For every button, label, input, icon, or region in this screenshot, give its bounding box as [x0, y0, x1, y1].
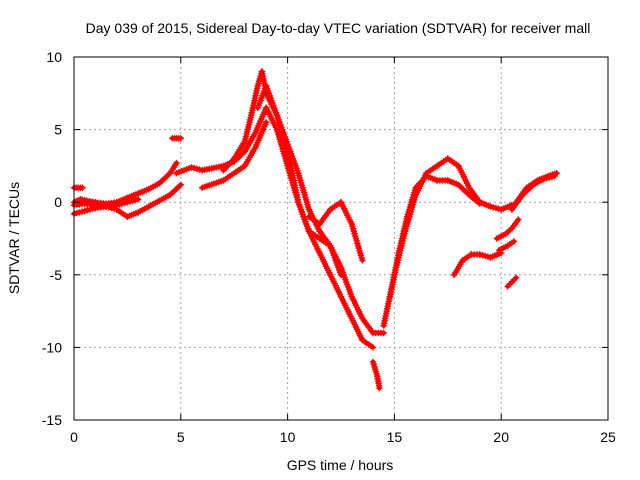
- data-point: [376, 384, 383, 392]
- data-point: [177, 181, 184, 188]
- grid: [74, 57, 608, 420]
- y-axis-label: SDTVAR / TECUs: [6, 182, 22, 294]
- data-point: [369, 344, 377, 351]
- series-arc-dip-outlier: [369, 358, 383, 392]
- series-arc-20h-outlier: [504, 274, 520, 290]
- series-arc-6h-low: [199, 119, 270, 191]
- series-arc-18h-low: [451, 249, 505, 278]
- x-tick-label: 15: [387, 429, 403, 445]
- data-point: [476, 200, 483, 207]
- x-tick-label: 5: [177, 429, 185, 445]
- series-arc-5h-dash: [169, 135, 184, 142]
- y-tick-label: 0: [54, 194, 62, 210]
- data-point: [173, 159, 180, 167]
- series-arc-late-2: [513, 170, 560, 206]
- data-point: [177, 135, 184, 142]
- chart-title: Day 039 of 2015, Sidereal Day-to-day VTE…: [86, 20, 591, 36]
- series-arc-11h-loop: [305, 199, 366, 264]
- data-point: [359, 257, 366, 264]
- series-arc-early-flat: [70, 196, 142, 210]
- x-tick-label: 0: [70, 429, 78, 445]
- y-tick-label: -15: [42, 412, 62, 428]
- series-arc-recovery-2: [386, 172, 483, 300]
- x-axis-label: GPS time / hours: [287, 457, 394, 473]
- x-tick-label: 25: [600, 429, 616, 445]
- y-tick-label: 10: [46, 49, 62, 65]
- data-point: [513, 274, 520, 281]
- series-layer: [70, 68, 560, 392]
- plot-frame: [73, 56, 609, 421]
- series-arc-start-dash: [70, 184, 86, 191]
- series-arc-20h-dashes-2: [495, 238, 518, 254]
- y-tick-label: 5: [54, 122, 62, 138]
- data-point: [515, 216, 522, 223]
- data-point: [510, 238, 518, 245]
- series-arc-peak: [220, 68, 377, 351]
- series-arc-20h-dashes: [493, 216, 522, 242]
- data-point: [134, 196, 142, 203]
- data-point: [263, 119, 270, 126]
- series-arc-late: [508, 172, 558, 213]
- y-tick-label: -10: [42, 339, 62, 355]
- y-tick-label: -5: [50, 267, 63, 283]
- series-arc-secondary-peak: [254, 82, 387, 337]
- x-tick-label: 20: [493, 429, 509, 445]
- ticks: 0 5 10 15 20 25 -15 -10 -5 0 5 10: [42, 49, 616, 445]
- x-tick-label: 10: [280, 429, 296, 445]
- data-point: [553, 170, 560, 177]
- data-point: [79, 184, 86, 191]
- data-point: [380, 329, 387, 337]
